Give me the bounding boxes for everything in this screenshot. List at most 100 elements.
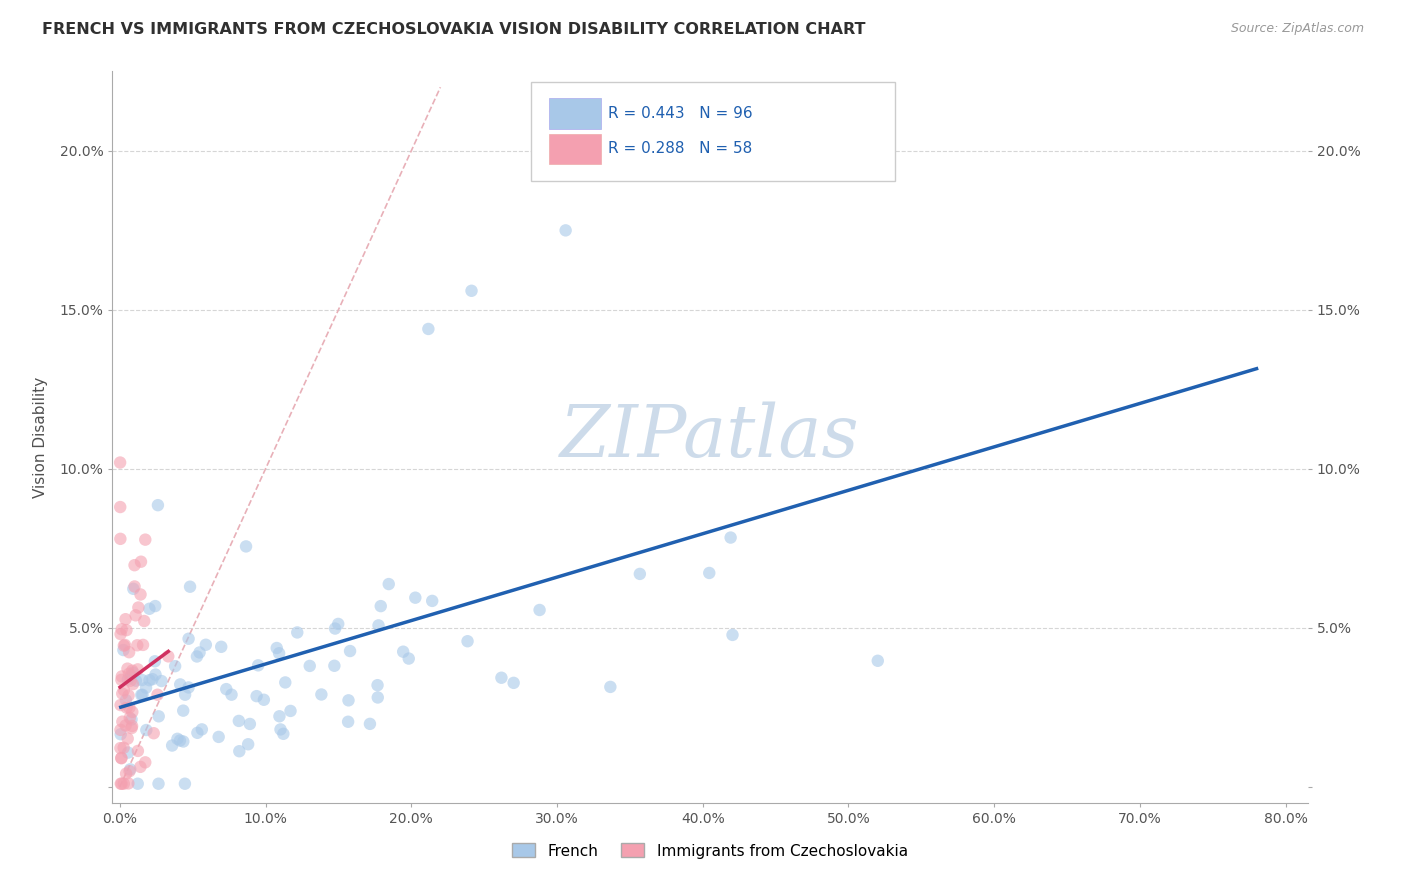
Immigrants from Czechoslovakia — [129, 587, 152, 601]
French — [186, 726, 208, 740]
Immigrants from Czechoslovakia — [118, 645, 141, 659]
Immigrants from Czechoslovakia — [118, 666, 141, 681]
French — [174, 777, 197, 791]
French — [191, 723, 214, 737]
French — [120, 668, 142, 682]
Immigrants from Czechoslovakia — [110, 673, 132, 687]
Immigrants from Czechoslovakia — [110, 500, 132, 514]
French — [172, 704, 194, 718]
Immigrants from Czechoslovakia — [118, 711, 141, 725]
French — [125, 673, 148, 688]
Text: R = 0.443   N = 96: R = 0.443 N = 96 — [609, 106, 754, 121]
Immigrants from Czechoslovakia — [110, 741, 132, 756]
French — [628, 566, 651, 581]
French — [253, 692, 276, 706]
French — [298, 659, 321, 673]
French — [866, 654, 889, 668]
French — [209, 640, 232, 654]
French — [117, 673, 139, 687]
Immigrants from Czechoslovakia — [127, 638, 149, 652]
French — [141, 672, 163, 686]
French — [186, 649, 208, 664]
Text: R = 0.288   N = 58: R = 0.288 N = 58 — [609, 142, 752, 156]
Immigrants from Czechoslovakia — [132, 638, 155, 652]
Text: FRENCH VS IMMIGRANTS FROM CZECHOSLOVAKIA VISION DISABILITY CORRELATION CHART: FRENCH VS IMMIGRANTS FROM CZECHOSLOVAKIA… — [42, 22, 866, 37]
Immigrants from Czechoslovakia — [118, 700, 141, 714]
French — [135, 723, 157, 737]
Immigrants from Czechoslovakia — [111, 687, 134, 701]
Immigrants from Czechoslovakia — [121, 719, 143, 733]
French — [270, 723, 292, 737]
French — [235, 540, 257, 554]
French — [143, 654, 166, 668]
French — [150, 673, 173, 688]
Immigrants from Czechoslovakia — [115, 766, 138, 780]
Immigrants from Czechoslovakia — [129, 760, 152, 774]
French — [285, 625, 308, 640]
French — [112, 643, 135, 657]
Immigrants from Czechoslovakia — [112, 740, 135, 755]
French — [208, 730, 231, 744]
French — [418, 322, 440, 336]
French — [720, 531, 742, 545]
Immigrants from Czechoslovakia — [142, 726, 165, 740]
French — [337, 714, 360, 729]
Immigrants from Czechoslovakia — [127, 600, 149, 615]
French — [323, 658, 346, 673]
Immigrants from Czechoslovakia — [114, 638, 136, 652]
French — [172, 734, 194, 748]
French — [529, 603, 551, 617]
Immigrants from Czechoslovakia — [146, 688, 169, 702]
French — [367, 678, 389, 692]
French — [280, 704, 302, 718]
Immigrants from Czechoslovakia — [110, 627, 132, 641]
Immigrants from Czechoslovakia — [124, 558, 146, 573]
Immigrants from Czechoslovakia — [111, 714, 134, 729]
Y-axis label: Vision Disability: Vision Disability — [34, 376, 48, 498]
FancyBboxPatch shape — [548, 134, 602, 164]
French — [554, 223, 576, 237]
French — [228, 744, 250, 758]
French — [166, 731, 188, 746]
French — [636, 156, 658, 170]
French — [169, 733, 191, 747]
French — [599, 680, 621, 694]
Immigrants from Czechoslovakia — [115, 623, 138, 637]
Immigrants from Czechoslovakia — [122, 677, 145, 691]
French — [239, 717, 262, 731]
French — [221, 688, 243, 702]
French — [194, 638, 217, 652]
French — [138, 673, 160, 688]
French — [328, 616, 350, 631]
French — [246, 689, 269, 703]
French — [377, 577, 399, 591]
Immigrants from Czechoslovakia — [114, 718, 136, 732]
French — [367, 618, 389, 632]
French — [367, 690, 389, 705]
French — [115, 693, 138, 707]
French — [110, 727, 132, 741]
FancyBboxPatch shape — [548, 98, 602, 129]
Immigrants from Czechoslovakia — [127, 662, 149, 676]
French — [274, 675, 297, 690]
Immigrants from Czechoslovakia — [124, 608, 146, 623]
Immigrants from Czechoslovakia — [117, 731, 139, 746]
Immigrants from Czechoslovakia — [124, 579, 146, 593]
Immigrants from Czechoslovakia — [110, 777, 132, 791]
Immigrants from Czechoslovakia — [121, 705, 143, 719]
French — [121, 713, 143, 727]
Immigrants from Czechoslovakia — [117, 776, 139, 790]
Immigrants from Czechoslovakia — [134, 756, 156, 770]
French — [420, 594, 443, 608]
Immigrants from Czechoslovakia — [110, 777, 132, 791]
French — [177, 632, 200, 646]
French — [491, 671, 513, 685]
French — [339, 644, 361, 658]
French — [188, 645, 211, 659]
Immigrants from Czechoslovakia — [118, 764, 141, 779]
French — [127, 777, 149, 791]
Immigrants from Czechoslovakia — [121, 664, 143, 678]
French — [502, 676, 524, 690]
French — [370, 599, 392, 614]
French — [131, 688, 153, 702]
